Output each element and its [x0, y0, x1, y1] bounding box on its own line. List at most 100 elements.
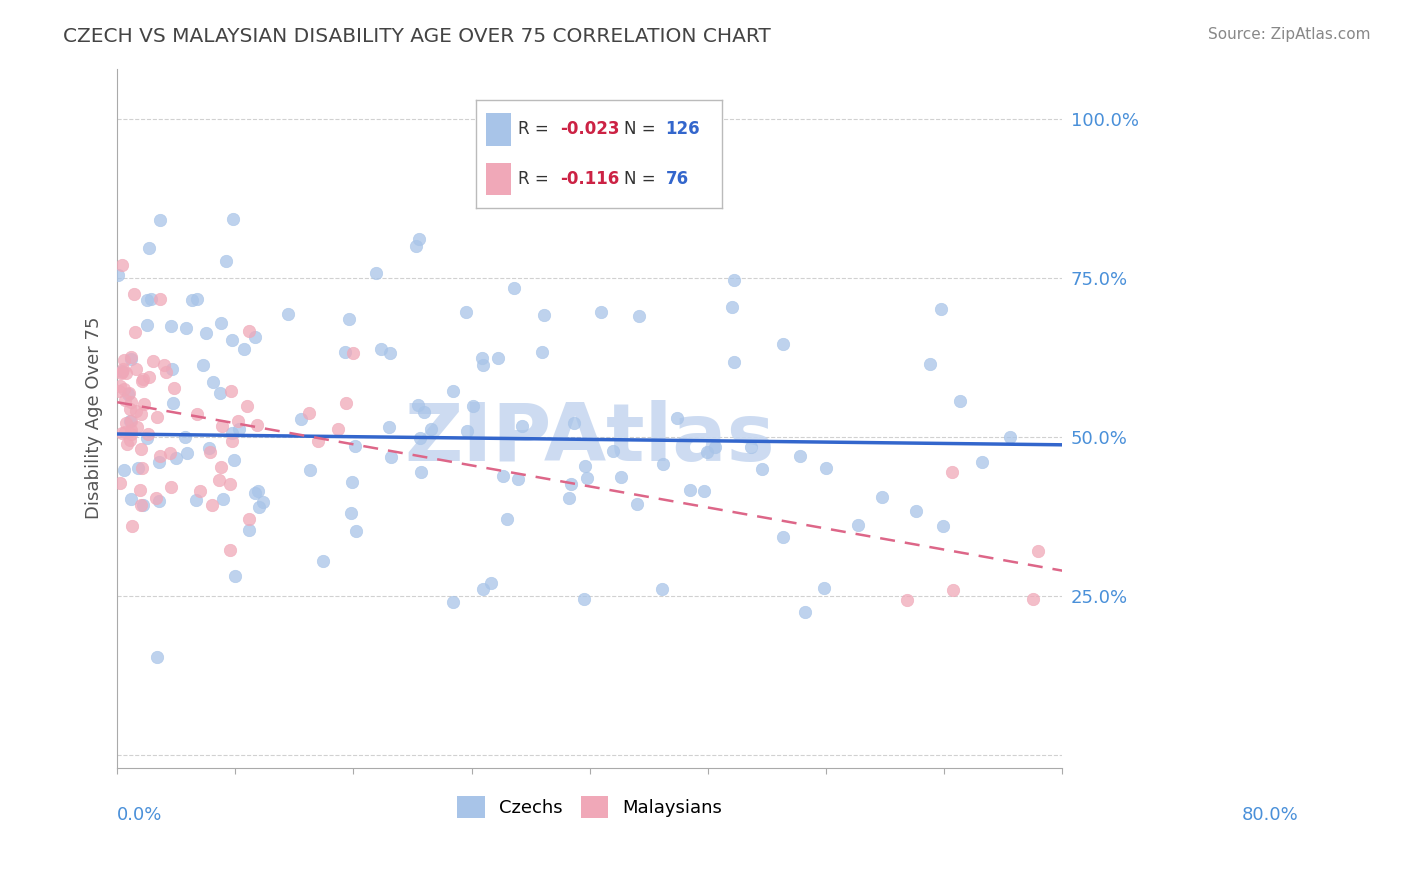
Point — [115, 416, 138, 430]
Point — [693, 483, 716, 498]
Point — [564, 416, 586, 430]
Point — [343, 439, 366, 453]
Point — [696, 444, 718, 458]
Point — [238, 512, 260, 526]
Point — [218, 476, 240, 491]
Point — [576, 471, 599, 485]
Point — [193, 358, 215, 372]
Point — [165, 450, 187, 465]
Point — [117, 385, 139, 400]
Text: Source: ZipAtlas.com: Source: ZipAtlas.com — [1208, 27, 1371, 42]
Point — [131, 371, 153, 385]
Point — [245, 330, 267, 344]
Point — [125, 420, 148, 434]
Point — [290, 412, 312, 426]
Point — [380, 346, 402, 360]
Point — [221, 434, 243, 448]
Point — [149, 292, 172, 306]
Point — [238, 324, 260, 338]
Point — [364, 266, 387, 280]
Point — [111, 362, 134, 376]
Point — [496, 512, 519, 526]
Point — [125, 362, 148, 376]
Point — [209, 460, 232, 475]
Point — [197, 441, 219, 455]
Point — [772, 530, 794, 544]
Point — [813, 581, 835, 595]
Point — [148, 494, 170, 508]
Point — [215, 253, 238, 268]
Point — [226, 414, 249, 428]
Point — [108, 384, 131, 399]
Point — [510, 418, 533, 433]
Point — [413, 405, 436, 419]
Point — [574, 459, 596, 474]
Point — [211, 418, 233, 433]
Point — [723, 273, 745, 287]
Point — [146, 650, 169, 665]
Point — [114, 366, 136, 380]
Text: 80.0%: 80.0% — [1241, 806, 1299, 824]
Text: CZECH VS MALAYSIAN DISABILITY AGE OVER 75 CORRELATION CHART: CZECH VS MALAYSIAN DISABILITY AGE OVER 7… — [63, 27, 770, 45]
Point — [145, 491, 167, 506]
Point — [115, 437, 138, 451]
Point — [208, 474, 231, 488]
Point — [326, 422, 349, 436]
Point — [342, 346, 364, 360]
Point — [941, 465, 963, 479]
Point — [114, 425, 136, 439]
Point — [456, 424, 478, 438]
Point — [188, 483, 211, 498]
Point — [184, 492, 207, 507]
Point — [121, 519, 143, 533]
Y-axis label: Disability Age Over 75: Disability Age Over 75 — [86, 317, 103, 519]
Point — [124, 286, 146, 301]
Point — [298, 463, 321, 477]
Point — [720, 300, 742, 314]
Point — [238, 523, 260, 537]
Point — [405, 238, 427, 252]
Point — [896, 593, 918, 607]
Point — [152, 358, 174, 372]
Point — [120, 492, 142, 507]
Point — [221, 333, 243, 347]
Point — [131, 375, 153, 389]
Point — [904, 504, 927, 518]
Point — [1026, 544, 1049, 558]
Point — [558, 491, 581, 505]
Point — [970, 455, 993, 469]
Point — [120, 414, 142, 428]
Point — [129, 442, 152, 457]
Point — [120, 413, 142, 427]
Point — [138, 241, 160, 255]
Point — [160, 480, 183, 494]
Point — [134, 397, 156, 411]
Point — [602, 444, 624, 458]
Point — [176, 446, 198, 460]
Point — [124, 325, 146, 339]
Point — [186, 293, 208, 307]
Point — [1063, 520, 1085, 534]
Point — [149, 450, 172, 464]
Point — [870, 490, 893, 504]
Point — [131, 498, 153, 512]
Point — [441, 595, 464, 609]
Point — [136, 427, 159, 442]
Point — [920, 357, 942, 371]
Point — [740, 440, 762, 454]
Point — [186, 408, 208, 422]
Point — [247, 500, 270, 515]
Point — [160, 361, 183, 376]
Point — [503, 281, 526, 295]
Point — [108, 475, 131, 490]
Point — [479, 575, 502, 590]
Point — [155, 365, 177, 379]
Point — [378, 419, 401, 434]
Point — [108, 379, 131, 393]
Point — [492, 469, 515, 483]
Point — [339, 311, 361, 326]
Point — [111, 425, 134, 440]
Point — [222, 211, 245, 226]
Point — [246, 484, 269, 499]
Point — [949, 394, 972, 409]
